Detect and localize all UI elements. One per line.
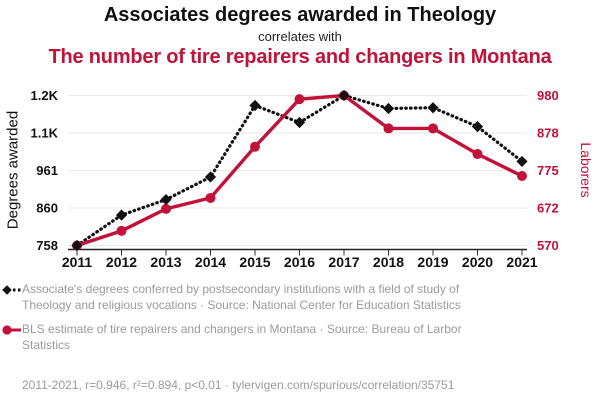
data-point-circle (294, 94, 305, 105)
x-axis-year-label: 2019 (417, 254, 448, 270)
legend-item-degrees: Associate's degrees conferred by postsec… (2, 282, 472, 313)
data-point-diamond (516, 155, 528, 168)
x-axis-year-label: 2020 (462, 254, 493, 270)
x-axis-year-label: 2012 (106, 254, 137, 270)
correlates-with-label: correlates with (258, 29, 342, 44)
legend-item-laborers: BLS estimate of tire repairers and chang… (2, 322, 472, 353)
data-point-circle (517, 170, 527, 181)
x-axis-year-label: 2021 (506, 254, 537, 270)
stats-citation: 2011-2021, r=0.946, r²=0.894, p<0.01 · t… (22, 378, 455, 392)
legend: Associate's degrees conferred by postsec… (2, 282, 598, 362)
left-axis-tick-label: 1.1K (31, 126, 59, 141)
left-axis-tick-label: 1.2K (31, 88, 59, 103)
x-axis-year-label: 2014 (195, 254, 226, 270)
data-point-diamond (204, 171, 217, 183)
data-point-circle (116, 225, 127, 236)
x-axis-year-label: 2015 (239, 254, 270, 270)
legend-item-label: BLS estimate of tire repairers and chang… (22, 322, 462, 352)
right-axis-title: Laborers (578, 142, 594, 198)
data-point-circle (472, 149, 483, 160)
page-title: Associates degrees awarded in Theology (103, 4, 497, 26)
data-point-circle (428, 123, 438, 134)
data-point-diamond (115, 209, 128, 221)
right-axis-tick-label: 775 (537, 163, 559, 178)
data-point-diamond (71, 239, 83, 252)
data-point-circle (161, 203, 171, 214)
data-point-diamond (471, 121, 484, 133)
data-point-diamond (160, 193, 172, 206)
right-axis-tick-label: 980 (537, 88, 559, 103)
left-axis-title: Degrees awarded (4, 110, 22, 230)
data-point-diamond (427, 102, 439, 114)
right-axis-tick-label: 570 (537, 238, 559, 253)
data-point-circle (250, 141, 260, 152)
data-point-circle (205, 192, 216, 203)
data-point-diamond (249, 99, 261, 112)
line-chart: 758 570 860 672 961 775 1.1K 878 1.2K 980 2011 2012… (31, 88, 559, 270)
x-axis-year-label: 2018 (373, 254, 404, 270)
left-axis-tick-label: 758 (36, 238, 58, 253)
right-axis-tick-label: 672 (537, 201, 559, 216)
x-axis-year-label: 2017 (328, 254, 359, 270)
left-axis-tick-label: 860 (36, 201, 58, 216)
black-diamond-dotted-icon (2, 285, 21, 295)
legend-item-label: Associate's degrees conferred by postsec… (22, 282, 461, 312)
x-axis-year-label: 2011 (62, 254, 93, 270)
x-axis-year-label: 2016 (284, 254, 315, 270)
data-point-diamond (293, 116, 306, 129)
x-axis-year-label: 2013 (150, 254, 181, 270)
red-circle-solid-icon (2, 325, 21, 335)
data-point-diamond (382, 102, 395, 115)
left-axis-tick-label: 961 (36, 163, 58, 178)
secondary-title: The number of tire repairers and changer… (48, 46, 552, 68)
data-point-diamond (338, 89, 350, 102)
right-axis-tick-label: 878 (537, 126, 559, 141)
data-point-circle (383, 123, 394, 134)
